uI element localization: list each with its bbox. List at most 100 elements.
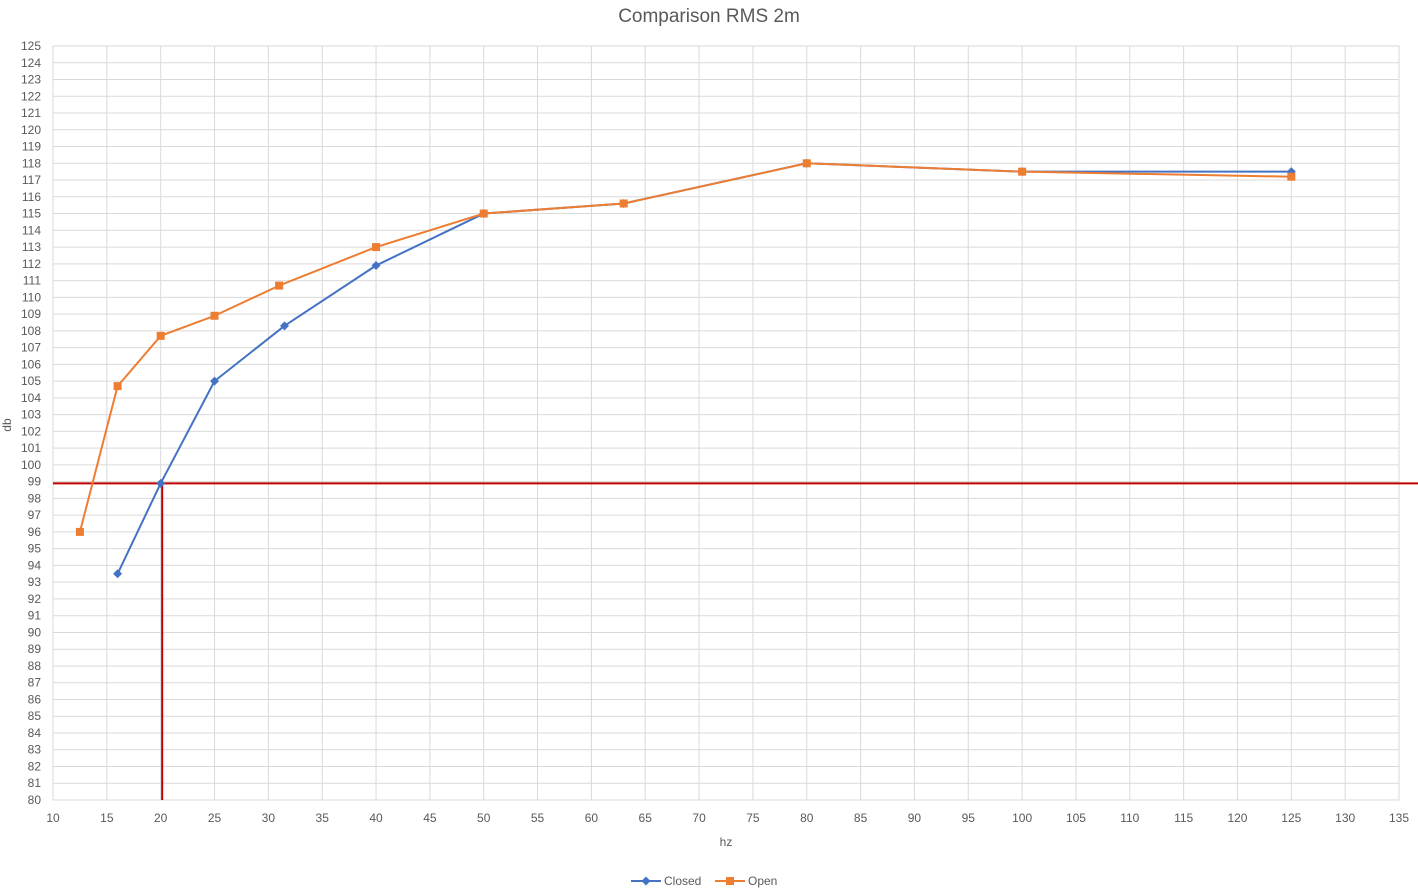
y-tick-label: 83 (28, 743, 42, 757)
series-line (116, 162, 1292, 575)
y-tick-label: 85 (28, 709, 42, 723)
x-axis-title: hz (720, 835, 733, 849)
y-tick-label: 102 (21, 424, 41, 438)
y-tick-label: 115 (22, 207, 41, 221)
data-point (802, 159, 811, 168)
y-tick-label: 123 (21, 73, 41, 87)
data-point (372, 243, 381, 252)
x-tick-label: 20 (154, 811, 168, 825)
y-tick-label: 120 (21, 123, 41, 137)
y-tick-label: 90 (28, 625, 42, 639)
y-tick-label: 111 (23, 274, 42, 288)
y-tick-label: 125 (21, 39, 41, 53)
data-point (275, 281, 284, 290)
y-tick-label: 89 (28, 642, 42, 656)
y-tick-label: 98 (28, 491, 42, 505)
legend-marker (641, 876, 651, 886)
x-tick-label: 95 (962, 811, 976, 825)
y-tick-label: 104 (21, 391, 41, 405)
y-axis-title: db (0, 418, 14, 432)
y-tick-label: 103 (21, 408, 41, 422)
data-point (1287, 172, 1296, 181)
y-tick-label: 97 (28, 508, 42, 522)
tick-labels: 80 81 82 83 84 85 86 87 88 89 90 91 92 93 94 95 96 97 98 99… (21, 39, 1409, 825)
data-point (156, 331, 165, 340)
data-point (371, 260, 381, 270)
y-tick-label: 116 (22, 190, 41, 204)
y-tick-label: 105 (21, 374, 41, 388)
y-tick-label: 80 (28, 793, 42, 807)
chart-title: Comparison RMS 2m (618, 6, 800, 27)
y-tick-label: 121 (21, 106, 41, 120)
x-tick-label: 90 (908, 811, 922, 825)
x-tick-label: 15 (100, 811, 114, 825)
legend: Closed Open (631, 874, 777, 888)
legend-marker (726, 877, 734, 885)
y-tick-label: 88 (28, 659, 42, 673)
x-tick-label: 40 (369, 811, 383, 825)
plot-area (52, 45, 1400, 801)
x-tick-label: 75 (746, 811, 760, 825)
data-point (280, 321, 290, 331)
y-tick-label: 95 (28, 542, 42, 556)
x-tick-label: 105 (1066, 811, 1086, 825)
data-point (75, 527, 84, 536)
data-point (210, 311, 219, 320)
x-tick-label: 100 (1012, 811, 1032, 825)
data-point (210, 376, 220, 386)
y-tick-label: 117 (22, 173, 41, 187)
y-tick-label: 101 (21, 441, 41, 455)
y-tick-label: 94 (28, 558, 42, 572)
data-point (113, 569, 123, 579)
x-tick-label: 50 (477, 811, 491, 825)
grid-layer (52, 45, 1400, 801)
x-tick-label: 115 (1174, 811, 1193, 825)
y-tick-label: 93 (28, 575, 42, 589)
x-tick-label: 25 (208, 811, 222, 825)
x-tick-label: 30 (262, 811, 276, 825)
y-tick-label: 118 (22, 156, 41, 170)
x-tick-label: 65 (639, 811, 653, 825)
x-tick-label: 85 (854, 811, 868, 825)
data-point (479, 209, 488, 218)
y-tick-label: 107 (21, 341, 41, 355)
series-layer (75, 158, 1296, 579)
x-tick-label: 130 (1335, 811, 1355, 825)
y-tick-label: 82 (28, 759, 42, 773)
y-tick-label: 119 (22, 140, 41, 154)
reference-lines (53, 482, 1418, 800)
y-tick-label: 99 (28, 475, 42, 489)
y-tick-label: 96 (28, 525, 42, 539)
y-tick-label: 86 (28, 692, 42, 706)
y-tick-label: 106 (21, 357, 41, 371)
y-tick-label: 113 (22, 240, 41, 254)
x-tick-label: 125 (1281, 811, 1301, 825)
y-tick-label: 87 (28, 676, 42, 690)
y-tick-label: 108 (21, 324, 41, 338)
y-tick-label: 84 (28, 726, 42, 740)
y-tick-label: 124 (21, 56, 41, 70)
y-tick-label: 122 (21, 89, 41, 103)
y-tick-label: 100 (21, 458, 41, 472)
x-tick-label: 135 (1389, 811, 1409, 825)
data-point (113, 382, 122, 391)
x-tick-label: 55 (531, 811, 545, 825)
x-tick-label: 110 (1120, 811, 1139, 825)
x-tick-label: 10 (46, 811, 60, 825)
y-tick-label: 91 (28, 609, 42, 623)
y-tick-label: 112 (22, 257, 41, 271)
y-tick-label: 110 (22, 290, 41, 304)
y-tick-label: 109 (21, 307, 41, 321)
data-point (156, 478, 166, 488)
x-tick-label: 80 (800, 811, 814, 825)
x-tick-label: 120 (1227, 811, 1247, 825)
data-point (1018, 167, 1027, 176)
legend-label: Closed (664, 874, 701, 888)
y-tick-label: 81 (28, 776, 42, 790)
series-open (75, 159, 1296, 536)
y-tick-label: 92 (28, 592, 42, 606)
x-tick-label: 35 (316, 811, 330, 825)
y-tick-label: 114 (22, 223, 41, 237)
data-point (619, 199, 628, 208)
